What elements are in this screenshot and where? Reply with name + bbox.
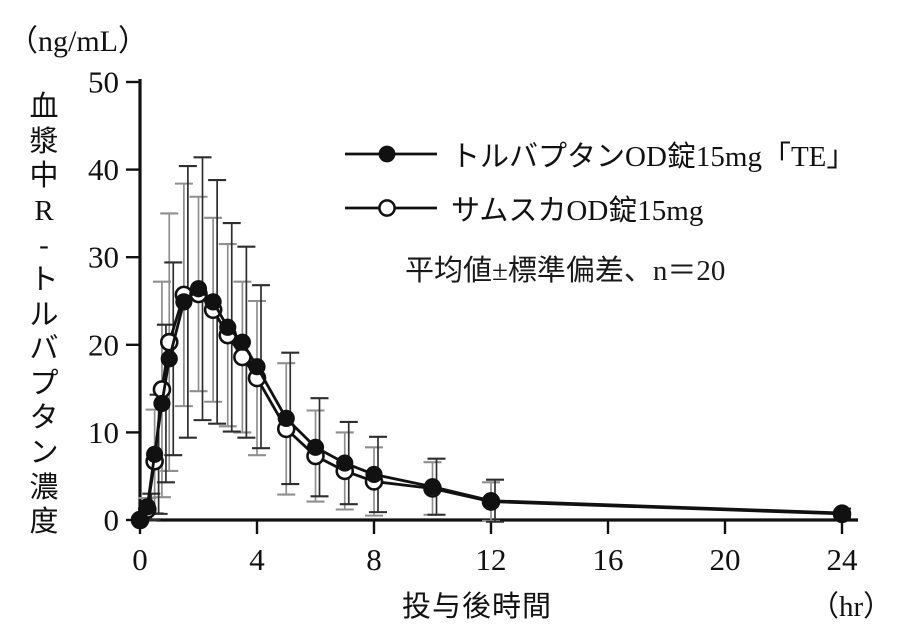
x-tick-label: 20	[710, 542, 741, 577]
data-point-filled	[248, 358, 266, 376]
y-axis-title-char: ル	[29, 298, 59, 331]
y-axis-unit-label: （ng/mL）	[8, 25, 148, 58]
data-point-filled	[423, 478, 442, 496]
x-axis-unit-label: （hr）	[810, 591, 893, 623]
x-tick-label: 12	[476, 542, 507, 577]
y-axis-title-char: プ	[29, 367, 59, 400]
y-tick-label: 50	[88, 65, 119, 100]
data-point-filled	[138, 498, 156, 516]
y-axis-title-char: 度	[29, 506, 59, 539]
legend: トルバプタンOD錠15mg「TE」 サムスカOD錠15mg	[345, 139, 855, 227]
y-tick-label: 20	[88, 327, 119, 362]
x-tick-label: 4	[249, 542, 265, 577]
data-point-filled	[175, 293, 193, 311]
data-point-filled	[482, 492, 500, 510]
y-tick-label: 10	[88, 415, 119, 450]
y-axis-title-char: -	[39, 229, 49, 262]
legend-item-samsca: サムスカOD錠15mg	[345, 193, 855, 227]
y-axis-title-char: ン	[29, 436, 59, 469]
y-axis-title-char: 漿	[29, 125, 59, 158]
x-tick-label: 24	[827, 542, 859, 577]
y-axis-title-char: バ	[29, 333, 59, 366]
filled-circle-line-icon	[345, 145, 437, 163]
data-point-filled	[336, 454, 354, 472]
y-axis-title-char: R	[34, 194, 54, 227]
data-point-filled	[219, 318, 237, 336]
data-point-filled	[204, 293, 222, 311]
note-mean-sd: 平均値±標準偏差、n＝20	[405, 255, 726, 287]
data-point-filled	[306, 438, 325, 456]
data-point-filled	[277, 409, 295, 427]
x-tick-label: 8	[366, 542, 382, 577]
data-point-filled	[189, 280, 208, 298]
y-axis-title-char: 血	[29, 91, 59, 123]
y-axis-title-char: 中	[29, 160, 59, 193]
y-axis-title-char: ト	[29, 263, 59, 296]
legend-label: トルバプタンOD錠15mg「TE」	[451, 141, 856, 173]
x-axis-title: 投与後時間	[402, 591, 553, 623]
data-point-filled	[833, 504, 851, 522]
data-point-filled	[146, 445, 164, 463]
y-tick-label: 0	[104, 503, 120, 538]
data-point-filled	[160, 350, 178, 368]
open-circle-line-icon	[345, 199, 437, 217]
legend-label: サムスカOD錠15mg	[451, 195, 704, 227]
y-tick-label: 40	[88, 152, 119, 187]
legend-item-te: トルバプタンOD錠15mg「TE」	[345, 139, 855, 173]
data-point-filled	[233, 333, 251, 351]
data-point-filled	[153, 394, 171, 413]
x-tick-label: 0	[132, 542, 148, 577]
y-axis-title-char: タ	[29, 402, 59, 435]
x-tick-label: 16	[593, 542, 624, 577]
y-tick-label: 30	[88, 240, 119, 275]
data-point-filled	[365, 465, 383, 484]
data-point-filled	[131, 511, 149, 529]
y-axis-title-char: 濃	[29, 471, 59, 504]
